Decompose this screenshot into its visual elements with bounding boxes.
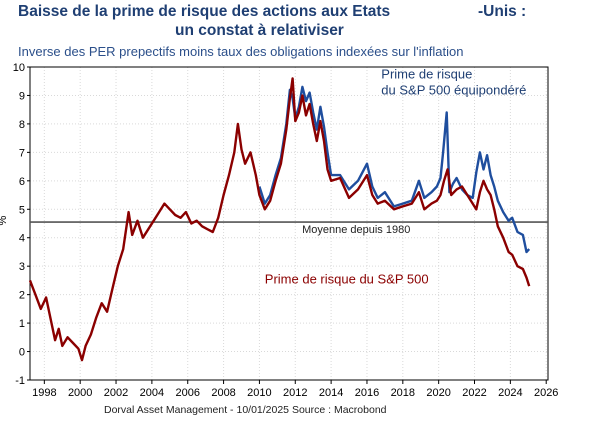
x-tick-label: 2004 [140, 387, 164, 399]
y-tick-label: 2 [19, 290, 25, 302]
x-tick-label: 2010 [247, 387, 271, 399]
y-axis-label: % [0, 216, 9, 226]
x-tick-label: 2014 [319, 387, 343, 399]
y-tick-label: 3 [19, 261, 25, 273]
y-tick-label: 8 [19, 119, 25, 131]
legend-equal-weight-line2: du S&P 500 équipondéré [381, 82, 526, 97]
y-tick-label: 10 [13, 62, 25, 74]
x-tick-label: 2022 [462, 387, 486, 399]
chart-title-line1-end: -Unis : [478, 3, 527, 20]
series-line-sp500-equal-weight [258, 85, 531, 254]
source-footer: Dorval Asset Management - 10/01/2025 Sou… [104, 404, 387, 416]
x-tick-label: 2008 [211, 387, 235, 399]
x-tick-label: 2020 [426, 387, 450, 399]
plot-frame [29, 66, 549, 381]
legend-equal-weight-line1: Prime de risque [381, 66, 472, 81]
x-tick-label: 2018 [391, 387, 415, 399]
y-tick-label: 5 [19, 204, 25, 216]
series-line-sp500 [28, 77, 531, 362]
y-tick-label: -1 [15, 375, 25, 387]
y-tick-label: 6 [19, 176, 25, 188]
chart-subtitle: Inverse des PER prepectifs moins taux de… [18, 44, 464, 59]
y-tick-label: 0 [19, 347, 25, 359]
y-tick-label: 7 [19, 147, 25, 159]
chart-title-line2: un constat à relativiser [175, 22, 344, 39]
x-tick-label: 2000 [68, 387, 92, 399]
x-tick-label: 2024 [498, 387, 522, 399]
series-lines [28, 77, 531, 362]
legend-sp500: Prime de risque du S&P 500 [265, 271, 429, 286]
chart-title-line1: Baisse de la prime de risque des actions… [18, 3, 391, 20]
axis-ticks: -1 0 1 2 3 4 5 6 7 8 9 10 1998 2000 2002 2004 2006 2008 20… [13, 62, 559, 399]
x-tick-label: 2006 [175, 387, 199, 399]
x-tick-label: 2016 [355, 387, 379, 399]
average-label: Moyenne depuis 1980 [302, 224, 410, 236]
x-tick-label: 2026 [534, 387, 558, 399]
y-tick-label: 9 [19, 90, 25, 102]
y-tick-label: 4 [19, 233, 25, 245]
x-tick-label: 2002 [104, 387, 128, 399]
y-tick-label: 1 [19, 318, 25, 330]
x-tick-label: 2012 [283, 387, 307, 399]
x-tick-label: 1998 [32, 387, 56, 399]
